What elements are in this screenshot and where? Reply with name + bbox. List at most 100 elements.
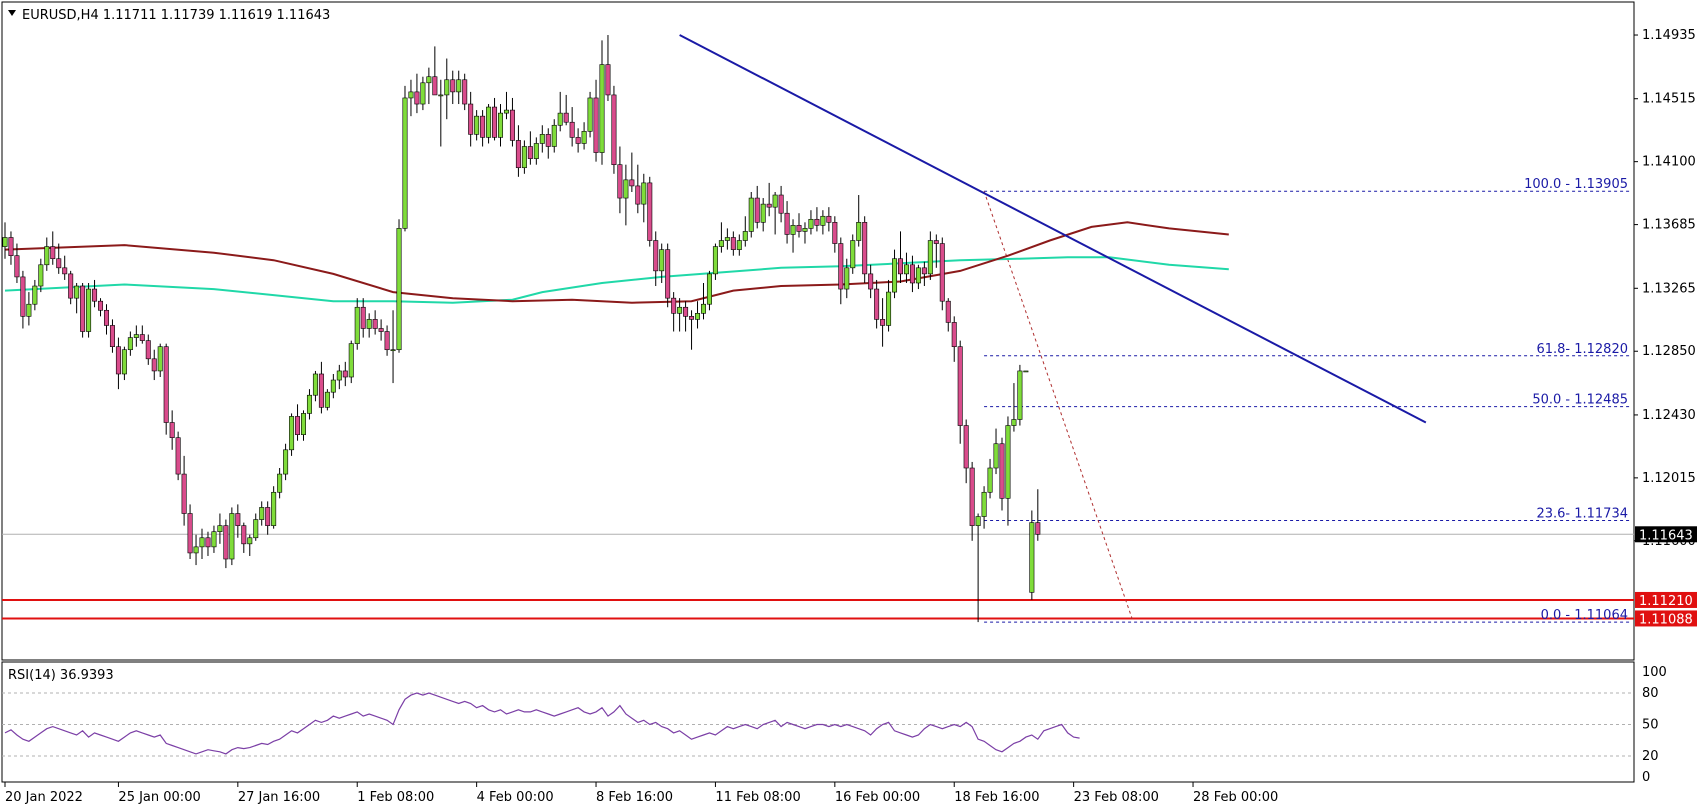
- candle: [796, 213, 802, 238]
- candle-body: [1035, 522, 1041, 535]
- candle: [814, 207, 820, 232]
- candle-body: [474, 115, 480, 135]
- time-tick-label: 11 Feb 08:00: [715, 790, 800, 805]
- candle-body: [993, 443, 999, 469]
- candle: [820, 210, 826, 235]
- candle-body: [480, 115, 486, 138]
- candle-body: [92, 288, 98, 302]
- candle: [874, 279, 880, 329]
- price-badge-label: 1.11210: [1639, 594, 1693, 609]
- candle-body: [951, 322, 957, 347]
- candle: [832, 216, 838, 253]
- candle-body: [886, 291, 892, 326]
- candle-body: [68, 273, 74, 299]
- candle-body: [103, 309, 109, 326]
- candle: [438, 79, 444, 147]
- candle-body: [563, 112, 569, 123]
- candle: [933, 234, 939, 268]
- candle-body: [903, 264, 909, 275]
- candle-body: [915, 267, 921, 284]
- candle: [671, 292, 677, 332]
- candle-body: [80, 285, 86, 332]
- fib-level-label: 0.0 - 1.11064: [1541, 608, 1628, 623]
- candle-body: [348, 343, 354, 378]
- candle: [987, 458, 993, 499]
- candle: [927, 231, 933, 280]
- time-tick-label: 23 Feb 08:00: [1074, 790, 1159, 805]
- candle: [366, 313, 372, 338]
- candle: [498, 104, 504, 147]
- candle-body: [56, 258, 62, 269]
- fibonacci-retracement[interactable]: 100.0 - 1.13905 61.8- 1.12820 50.0 - 1.124…: [983, 177, 1632, 623]
- candle: [850, 234, 856, 274]
- candle-body: [265, 507, 271, 526]
- candle: [665, 243, 671, 308]
- candle: [324, 389, 330, 411]
- fib-diagonal-line: [983, 191, 1134, 623]
- candle: [587, 91, 593, 138]
- candle-body: [306, 394, 312, 414]
- candle: [127, 331, 133, 356]
- candle: [444, 58, 450, 120]
- candle: [8, 231, 14, 265]
- trendline-group[interactable]: [679, 34, 1427, 424]
- candle-body: [545, 134, 551, 147]
- candle: [80, 282, 86, 338]
- symbol-info: EURUSD,H4 1.11711 1.11739 1.11619 1.1164…: [22, 8, 330, 23]
- candle: [754, 185, 760, 229]
- candle: [856, 195, 862, 247]
- candle-body: [14, 255, 20, 278]
- candle: [635, 164, 641, 214]
- candle: [312, 370, 318, 402]
- candle: [44, 237, 50, 271]
- candle-body: [880, 319, 886, 326]
- candle: [951, 316, 957, 362]
- price-panel[interactable]: 100.0 - 1.13905 61.8- 1.12820 50.0 - 1.124…: [1, 1, 1697, 661]
- candle: [802, 222, 808, 244]
- candle: [689, 310, 695, 350]
- candle: [277, 468, 283, 499]
- price-tick-label: 1.14935: [1642, 28, 1696, 43]
- candle: [103, 304, 109, 335]
- candle-body: [300, 413, 306, 435]
- price-tick-label: 1.13265: [1642, 281, 1696, 296]
- fib-level-label: 23.6- 1.11734: [1536, 506, 1628, 521]
- candle: [432, 46, 438, 96]
- candle: [683, 301, 689, 332]
- candle-body: [342, 370, 348, 378]
- candle: [868, 264, 874, 299]
- candle: [975, 513, 981, 623]
- candle: [426, 67, 432, 105]
- rsi-panel[interactable]: 100 80 50 20 0 RSI(14) 36.9393: [1, 661, 1667, 785]
- candle: [838, 237, 844, 305]
- price-tick-label: 1.12850: [1642, 344, 1696, 359]
- candle: [724, 228, 730, 250]
- candle: [790, 219, 796, 253]
- candle-body: [611, 94, 617, 165]
- candle-body: [432, 76, 438, 96]
- fib-level-label: 50.0 - 1.12485: [1532, 393, 1628, 408]
- candle-body: [193, 546, 199, 554]
- candle-body: [557, 112, 563, 126]
- candle-body: [408, 91, 414, 99]
- price-badge-background: [1635, 591, 1697, 608]
- candle-body: [671, 297, 677, 314]
- time-tick-label: 25 Jan 00:00: [118, 790, 200, 805]
- candle-body: [706, 273, 712, 305]
- candle: [271, 486, 277, 529]
- fib-level-label: 100.0 - 1.13905: [1524, 177, 1628, 192]
- candle-body: [336, 370, 342, 381]
- chart-header: EURUSD,H4 1.11711 1.11739 1.11619 1.1164…: [8, 8, 330, 23]
- candle: [712, 243, 718, 280]
- candle-body: [498, 112, 504, 138]
- candle-body: [665, 249, 671, 299]
- collapse-triangle-icon[interactable]: [8, 10, 16, 16]
- candle-body: [169, 422, 175, 438]
- candle-body: [271, 491, 277, 526]
- candle: [390, 310, 396, 384]
- candle-body: [223, 525, 229, 560]
- candle: [259, 501, 265, 526]
- candle-body: [50, 246, 56, 260]
- candle-body: [115, 346, 121, 375]
